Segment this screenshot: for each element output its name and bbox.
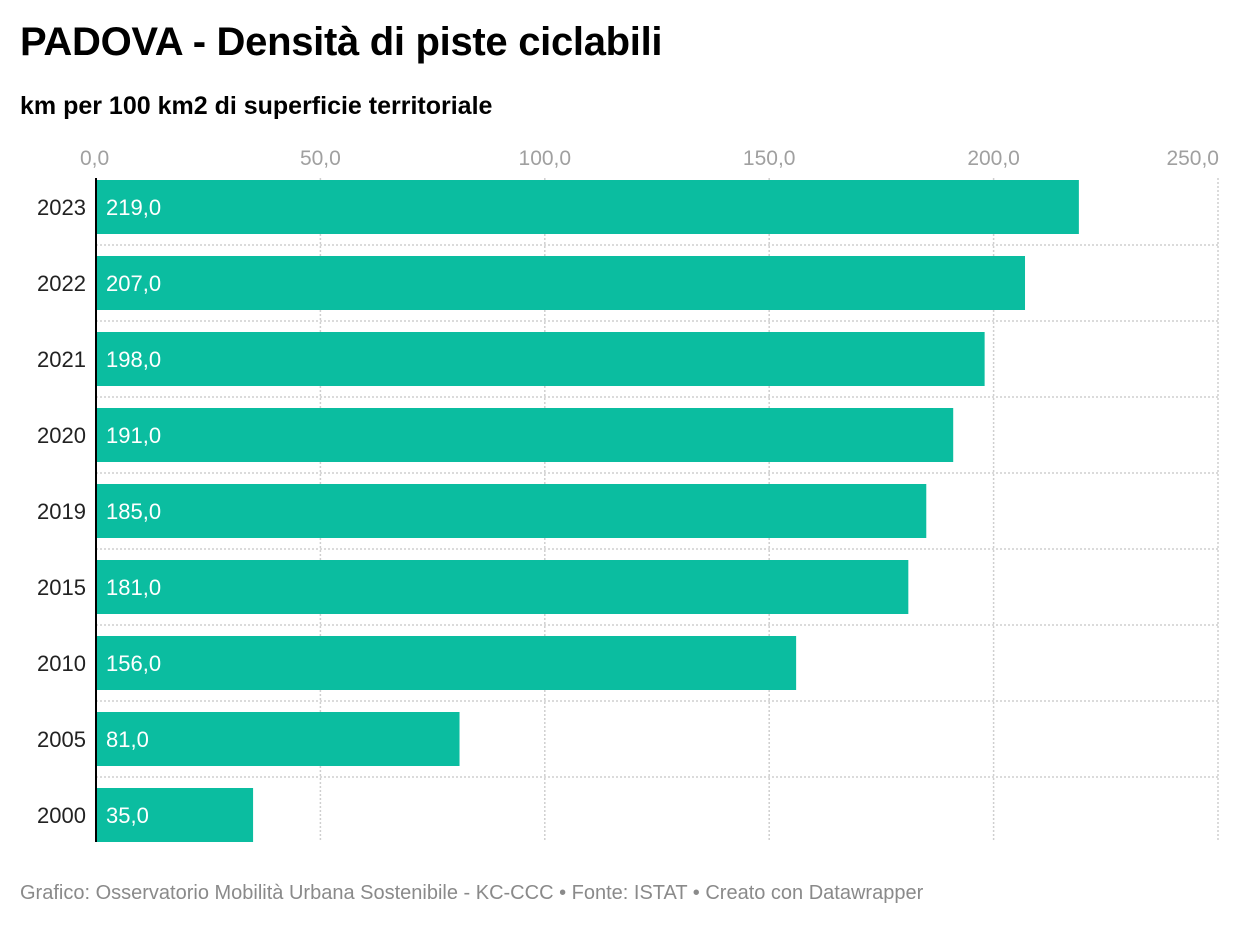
category-label: 2005	[37, 727, 86, 752]
x-tick-label: 50,0	[300, 147, 341, 170]
chart-footer: Grafico: Osservatorio Mobilità Urbana So…	[20, 882, 924, 904]
chart-subtitle: km per 100 km2 di superficie territorial…	[20, 92, 493, 120]
bar	[96, 788, 254, 842]
category-label: 2015	[37, 575, 86, 600]
x-tick-label: 100,0	[519, 147, 572, 170]
bar	[96, 408, 954, 462]
value-label: 185,0	[106, 499, 161, 524]
x-tick-label: 150,0	[743, 147, 796, 170]
bar	[96, 560, 909, 614]
category-label: 2010	[37, 651, 86, 676]
value-label: 156,0	[106, 651, 161, 676]
bar-chart: 0,0 50,0 100,0 150,0 200,0 250,0 2023 219,0 2022…	[37, 147, 1219, 842]
category-label: 2020	[37, 423, 86, 448]
value-label: 207,0	[106, 271, 161, 296]
value-label: 81,0	[106, 727, 149, 752]
category-label: 2019	[37, 499, 86, 524]
bar	[96, 256, 1026, 310]
bar	[96, 332, 985, 386]
category-label: 2021	[37, 347, 86, 372]
category-label: 2023	[37, 195, 86, 220]
bar	[96, 484, 927, 538]
x-tick-label: 200,0	[967, 147, 1020, 170]
x-tick-label: 0,0	[80, 147, 109, 170]
chart-title: PADOVA - Densità di piste ciclabili	[20, 20, 663, 64]
value-label: 181,0	[106, 575, 161, 600]
category-label: 2000	[37, 803, 86, 828]
x-tick-label: 250,0	[1166, 147, 1219, 170]
value-label: 35,0	[106, 803, 149, 828]
category-label: 2022	[37, 271, 86, 296]
value-label: 198,0	[106, 347, 161, 372]
bar	[96, 712, 460, 766]
value-label: 219,0	[106, 195, 161, 220]
bar	[96, 180, 1079, 234]
bar	[96, 636, 797, 690]
value-label: 191,0	[106, 423, 161, 448]
